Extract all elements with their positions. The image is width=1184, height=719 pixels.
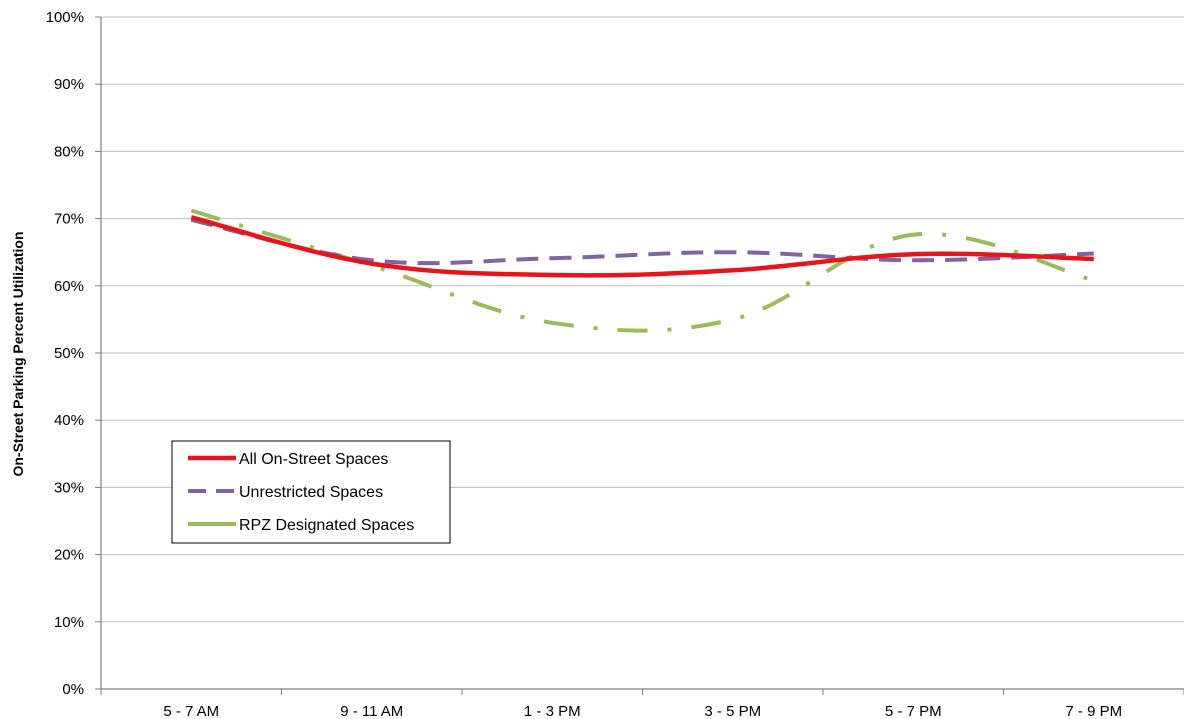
y-tick-label: 70% [54, 211, 84, 228]
y-tick-label: 40% [54, 412, 84, 429]
y-tick-label: 50% [54, 345, 84, 362]
y-tick-label: 100% [46, 9, 84, 26]
series-line-rpz-designated-spaces [190, 208, 1095, 333]
y-axis-ticks: 0% 10% 20% 30% 40% 50% 60% 70% 80% 90% 100% [46, 9, 101, 698]
legend-label: All On-Street Spaces [239, 451, 388, 468]
legend-label: RPZ Designated Spaces [239, 517, 414, 534]
series-line-all-on-street-spaces [190, 215, 1094, 278]
y-tick-label: 0% [62, 681, 84, 698]
series-lines [190, 208, 1095, 333]
y-tick-label: 90% [54, 76, 84, 93]
x-tick-label: 9 - 11 AM [340, 703, 403, 719]
y-tick-label: 60% [54, 278, 84, 295]
y-tick-label: 80% [54, 143, 84, 160]
y-tick-label: 20% [54, 547, 84, 564]
x-tick-label: 5 - 7 PM [885, 703, 942, 719]
y-tick-label: 10% [54, 614, 84, 631]
y-axis-title: On-Street Parking Percent Utilization [10, 231, 26, 476]
y-tick-label: 30% [54, 479, 84, 496]
legend: All On-Street Spaces Unrestricted Spaces R… [171, 440, 451, 544]
x-axis-ticks: 5 - 7 AM 9 - 11 AM 1 - 3 PM 3 - 5 PM 5 - 7 P… [100, 689, 1184, 719]
x-tick-label: 1 - 3 PM [524, 703, 581, 719]
x-tick-label: 3 - 5 PM [704, 703, 761, 719]
x-tick-label: 7 - 9 PM [1065, 703, 1122, 719]
legend-label: Unrestricted Spaces [239, 484, 383, 501]
x-tick-label: 5 - 7 AM [163, 703, 219, 719]
